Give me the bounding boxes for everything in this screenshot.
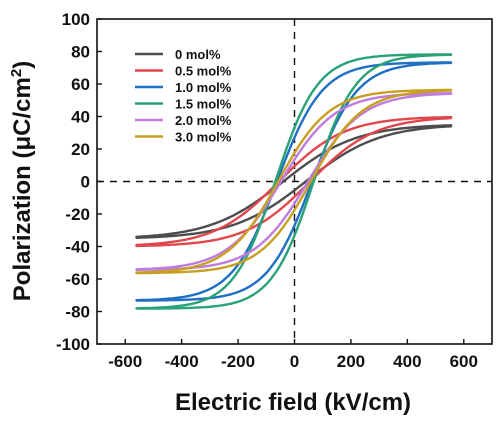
series-line-3-0-mol — [135, 88, 453, 275]
y-tick-label: -60 — [65, 270, 90, 289]
y-axis-title-end: ) — [9, 61, 36, 69]
legend: 0 mol% 0.5 mol%1.0 mol% 1.5 mol%2.0 mol% 3.… — [135, 47, 232, 145]
series-line-0-mol — [135, 124, 453, 239]
y-tick-label: 40 — [71, 108, 90, 127]
y-tick-label: 20 — [71, 140, 90, 159]
y-axis-title-superscript: 2 — [8, 69, 25, 77]
y-axis-title: Polarization (μC/cm2) — [8, 61, 36, 301]
x-tick-label: 400 — [393, 352, 421, 371]
legend-label: 0 mol% — [175, 47, 221, 62]
x-axis-ticks: -600 -400 -200 0 200 400 600 — [108, 339, 478, 371]
legend-label: 0.5 mol% — [175, 64, 232, 79]
x-tick-label: -400 — [165, 352, 199, 371]
y-axis-ticks: -100 -80 -60 -40 -20 0 20 40 60 80 100 — [56, 10, 102, 354]
series-line-1-5-mol — [135, 53, 453, 310]
y-tick-label: -40 — [65, 238, 90, 257]
zero-lines — [97, 19, 492, 344]
series-layer — [135, 53, 453, 310]
y-tick-label: -80 — [65, 303, 90, 322]
legend-label: 1.5 mol% — [175, 97, 232, 112]
y-tick-label: -20 — [65, 205, 90, 224]
x-tick-label: 0 — [290, 352, 299, 371]
legend-label: 2.0 mol% — [175, 113, 232, 128]
x-tick-label: -600 — [108, 352, 142, 371]
y-tick-label: 100 — [62, 10, 90, 29]
series-line-0-5-mol — [135, 115, 453, 248]
legend-label: 3.0 mol% — [175, 130, 232, 145]
y-axis-title-main: Polarization (μC/cm — [9, 77, 36, 301]
y-tick-label: 0 — [81, 173, 90, 192]
x-tick-label: -200 — [221, 352, 255, 371]
x-tick-label: 200 — [337, 352, 365, 371]
legend-label: 1.0 mol% — [175, 80, 232, 95]
x-tick-label: 600 — [450, 352, 478, 371]
y-tick-label: -100 — [56, 335, 90, 354]
x-axis-title: Electric field (kV/cm) — [175, 389, 411, 416]
y-tick-label: 80 — [71, 43, 90, 62]
y-tick-label: 60 — [71, 75, 90, 94]
